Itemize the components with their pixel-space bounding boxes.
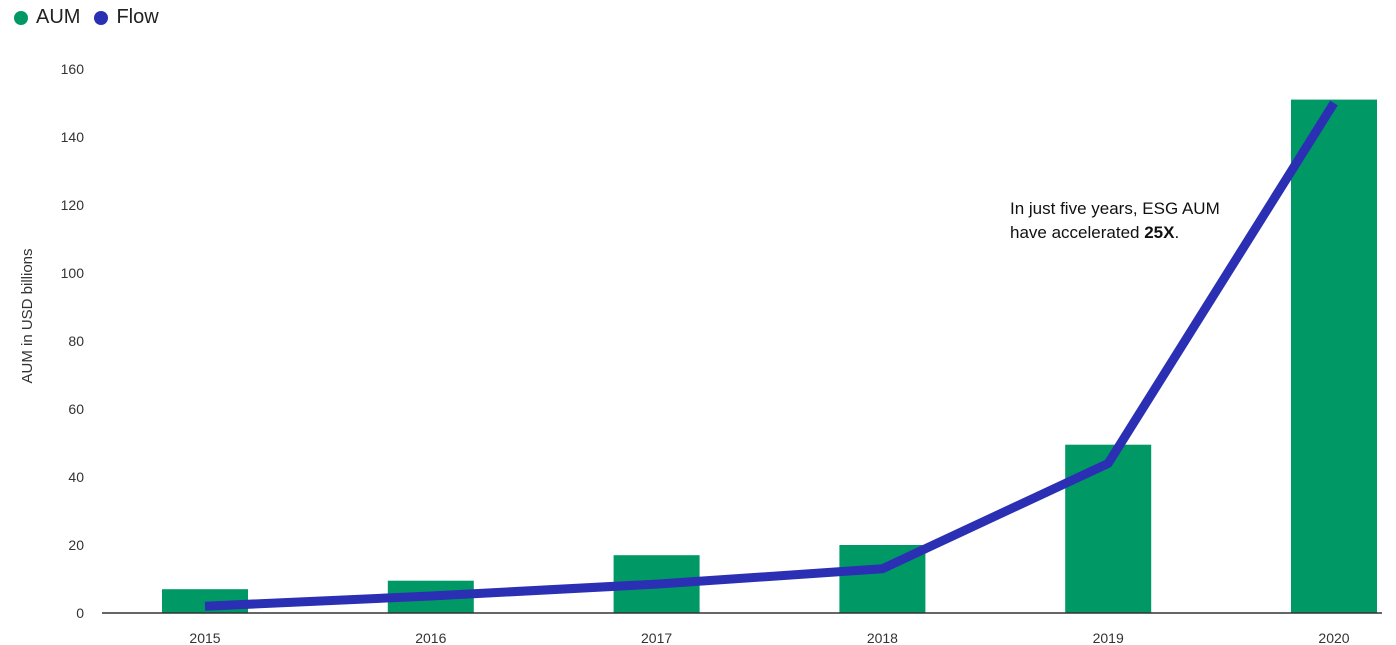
annotation-prefix: have accelerated [1010, 223, 1145, 242]
annotation-suffix: . [1174, 223, 1180, 242]
x-tick-label-2015: 2015 [189, 630, 220, 645]
x-tick-label-2016: 2016 [415, 630, 446, 645]
annotation-text: In just five years, ESG AUM have acceler… [1010, 197, 1220, 245]
y-tick-label-40: 40 [68, 469, 84, 485]
y-tick-label-160: 160 [61, 61, 85, 77]
x-tick-label-2018: 2018 [867, 630, 898, 645]
annotation-line-1: In just five years, ESG AUM [1010, 199, 1220, 218]
y-tick-label-140: 140 [61, 129, 85, 145]
y-tick-label-20: 20 [68, 537, 84, 553]
y-tick-label-60: 60 [68, 401, 84, 417]
annotation-emphasis: 25X [1144, 223, 1175, 242]
legend-flow-label: Flow [116, 6, 159, 28]
flow-line[interactable] [204, 100, 1338, 611]
y-axis-label: AUM in USD billions [19, 248, 36, 383]
legend-item-aum[interactable]: AUM [14, 6, 80, 29]
legend-item-flow[interactable]: Flow [94, 6, 159, 29]
x-axis-ticks: 2015 2016 2017 2018 2019 2020 [189, 630, 1349, 645]
aum-bars [162, 99, 1377, 614]
x-tick-label-2017: 2017 [641, 630, 672, 645]
aum-bar-2020[interactable] [1291, 99, 1377, 614]
y-tick-label-80: 80 [68, 333, 84, 349]
legend-aum-marker [14, 10, 28, 25]
annotation-line-2: have accelerated 25X. [1010, 221, 1220, 245]
y-tick-label-120: 120 [61, 197, 85, 213]
x-tick-label-2019: 2019 [1093, 630, 1124, 645]
legend-aum-label: AUM [36, 6, 81, 28]
y-tick-label-100: 100 [61, 265, 85, 281]
legend: AUM Flow [14, 6, 159, 29]
flow-line-group [204, 100, 1338, 611]
legend-flow-marker [94, 10, 109, 25]
aum-bar-2019[interactable] [1065, 444, 1152, 613]
x-tick-label-2020: 2020 [1318, 630, 1349, 645]
y-axis-ticks: 0 20 40 60 80 100 120 140 160 [61, 61, 85, 621]
y-tick-label-0: 0 [76, 605, 84, 621]
